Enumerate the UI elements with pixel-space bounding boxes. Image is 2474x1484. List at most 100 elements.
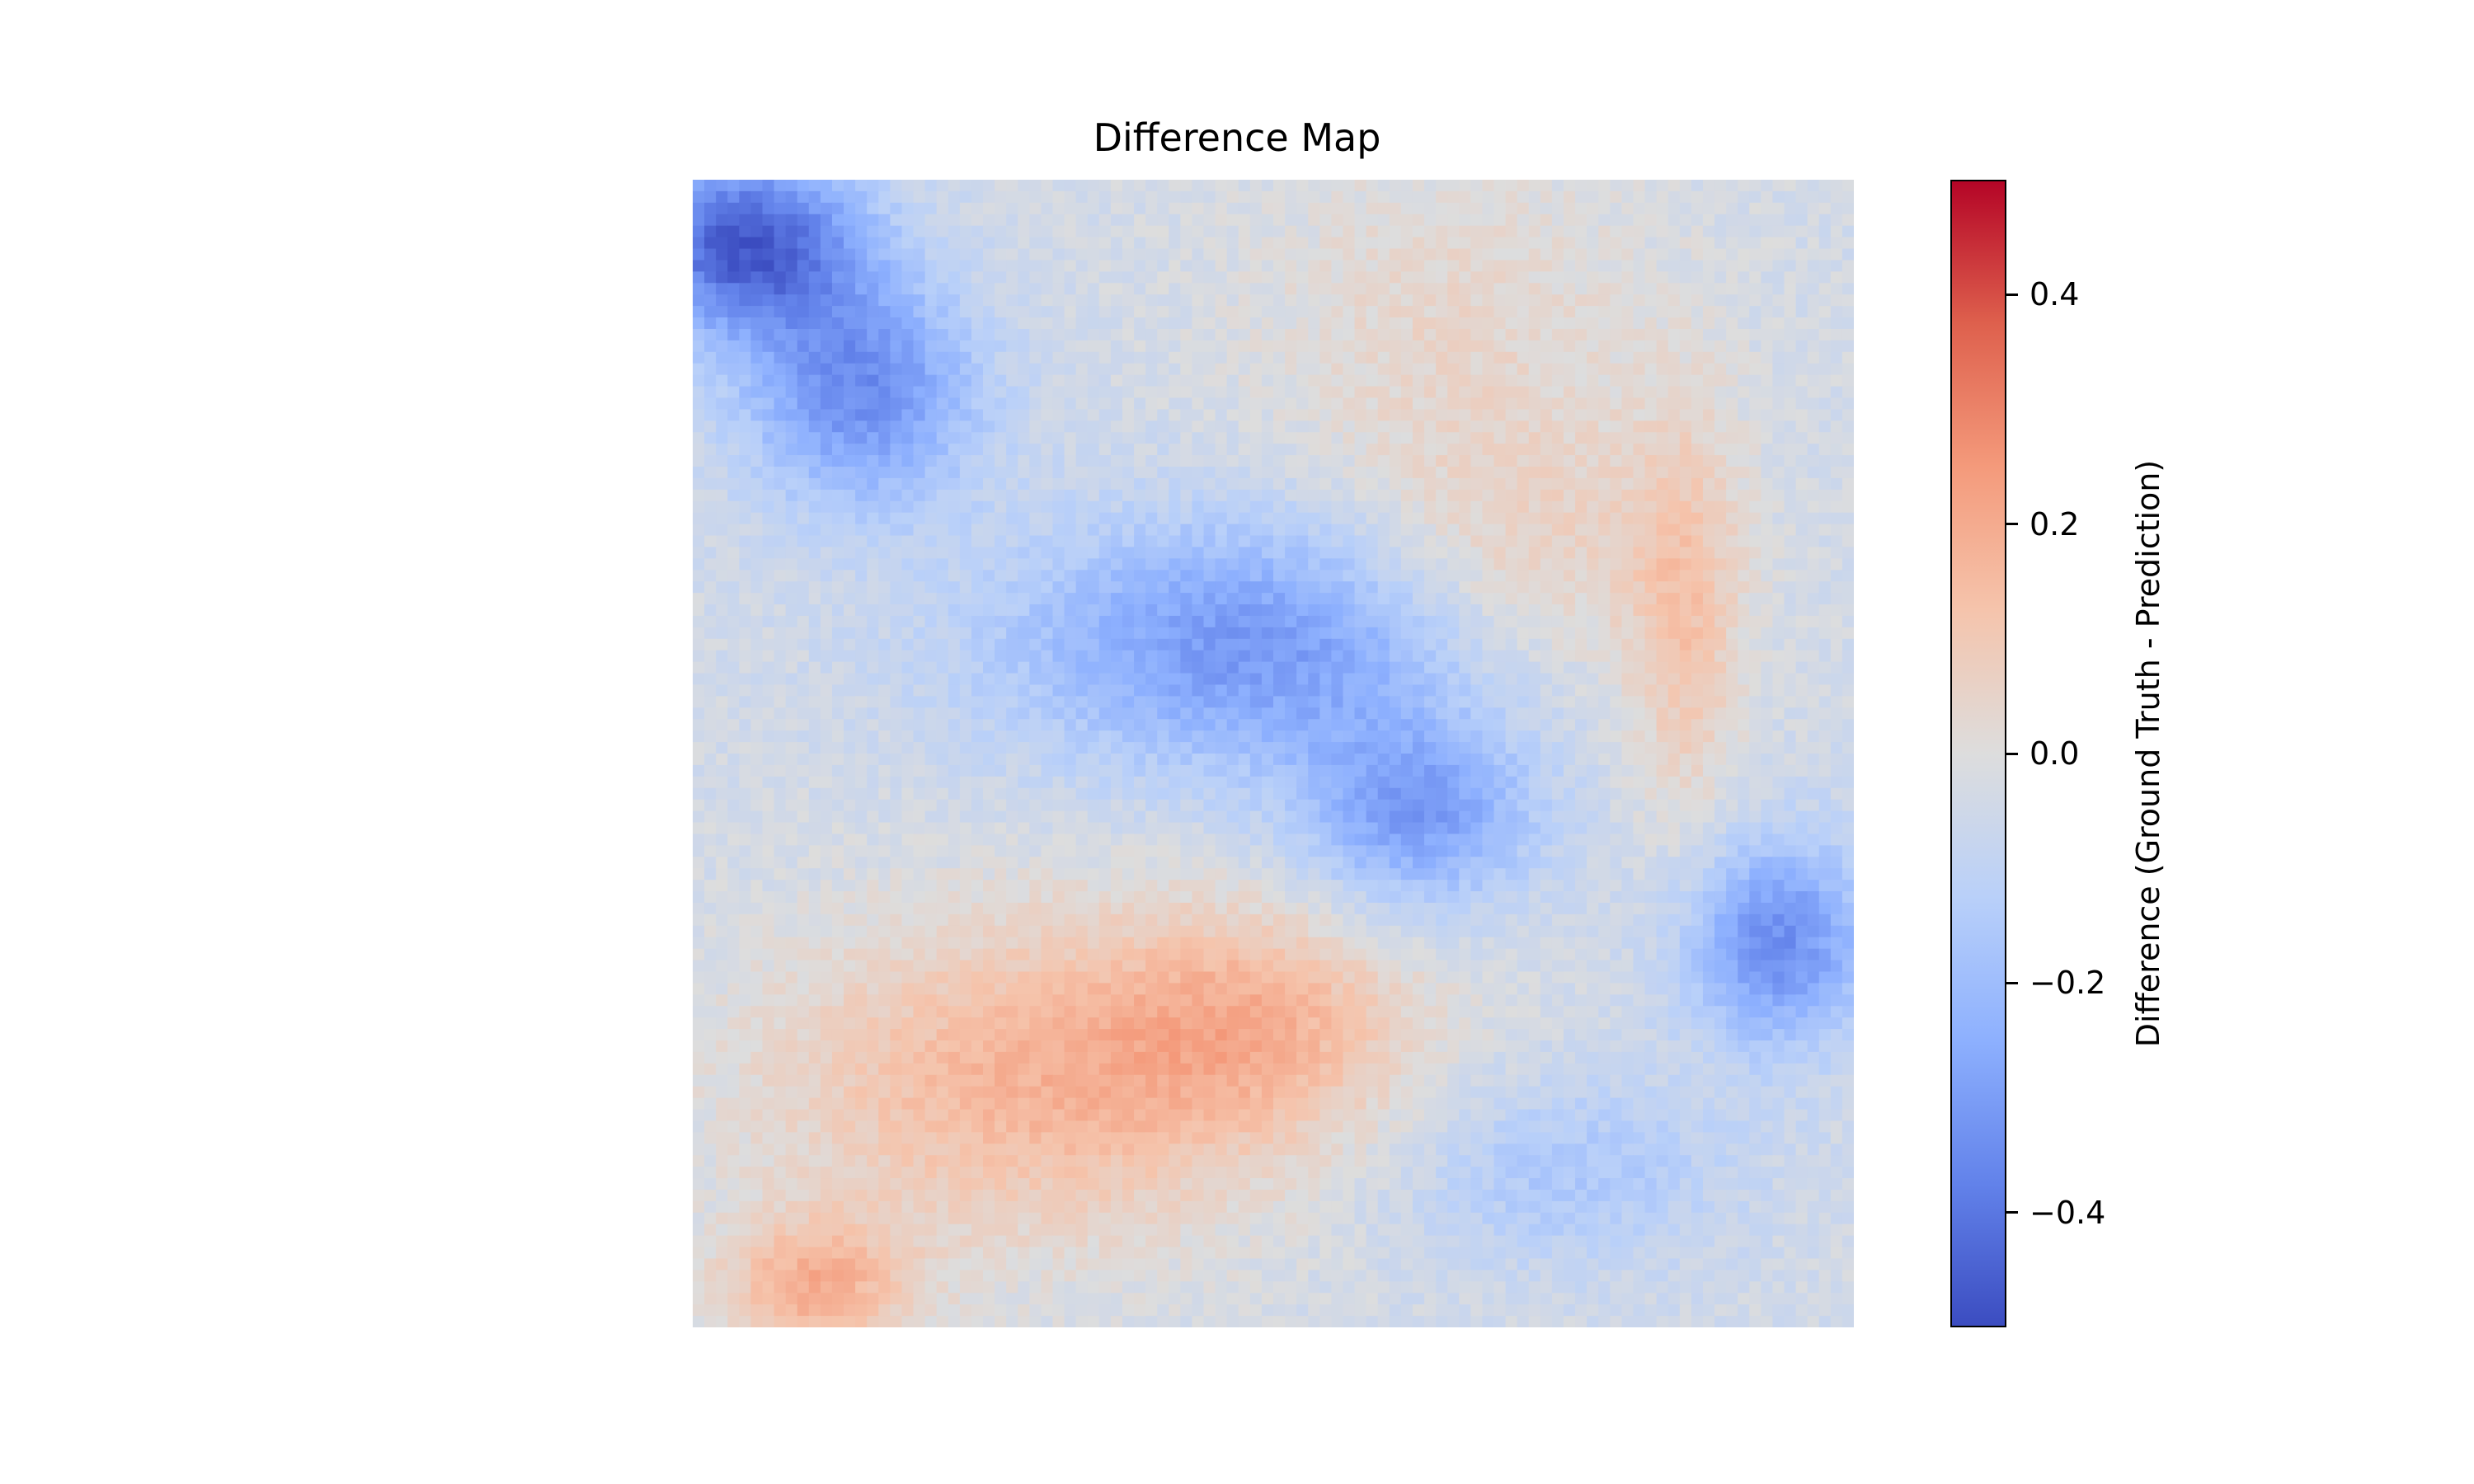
heatmap-cell (1006, 455, 1018, 467)
heatmap-cell (1377, 467, 1390, 479)
heatmap-cell (1157, 570, 1169, 582)
heatmap-cell (1296, 489, 1309, 502)
heatmap-cell (1587, 386, 1599, 399)
heatmap-cell (1679, 214, 1692, 227)
heatmap-cell (1482, 363, 1495, 376)
heatmap-cell (959, 248, 972, 261)
heatmap-cell (890, 283, 903, 295)
heatmap-cell (1203, 558, 1216, 571)
heatmap-cell (1761, 719, 1774, 731)
heatmap-cell (1412, 374, 1425, 387)
heatmap-cell (808, 202, 821, 215)
heatmap-cell (1772, 260, 1785, 272)
heatmap-cell (1075, 524, 1089, 537)
heatmap-cell (1644, 444, 1658, 456)
heatmap-cell (1691, 351, 1704, 364)
heatmap-cell (901, 650, 915, 663)
heatmap-cell (1564, 650, 1576, 663)
heatmap-cell (1726, 374, 1738, 387)
heatmap-cell (1098, 260, 1112, 272)
heatmap-cell (1656, 558, 1669, 571)
heatmap-cell (1587, 317, 1599, 330)
heatmap-cell (1447, 214, 1460, 227)
heatmap-cell (1377, 374, 1390, 387)
heatmap-cell (1180, 340, 1193, 353)
heatmap-cell (890, 650, 903, 663)
heatmap-cell (1493, 294, 1507, 307)
heatmap-cell (1296, 673, 1309, 686)
heatmap-cell (1517, 500, 1530, 514)
heatmap-cell (1238, 317, 1251, 330)
heatmap-cell (1098, 696, 1112, 708)
heatmap-cell (1575, 271, 1587, 284)
heatmap-cell (808, 593, 821, 605)
heatmap-cell (1738, 214, 1750, 227)
heatmap-cell (983, 696, 995, 708)
heatmap-cell (1180, 593, 1193, 605)
heatmap-cell (1308, 374, 1320, 387)
heatmap-cell (1795, 477, 1808, 491)
heatmap-cell (1598, 283, 1611, 295)
heatmap-cell (820, 190, 833, 204)
heatmap-cell (1818, 444, 1832, 456)
heatmap-cell (716, 593, 728, 605)
heatmap-cell (1029, 190, 1042, 204)
heatmap-cell (1087, 306, 1100, 318)
heatmap-cell (1389, 260, 1402, 272)
heatmap-cell (1540, 604, 1553, 617)
heatmap-cell (924, 317, 938, 330)
heatmap-cell (820, 500, 833, 514)
heatmap-cell (1180, 237, 1193, 250)
heatmap-cell (1714, 260, 1727, 272)
heatmap-cell (1354, 351, 1367, 364)
heatmap-cell (1041, 684, 1054, 697)
heatmap-cell (750, 351, 764, 364)
heatmap-cell (1412, 306, 1425, 318)
heatmap-cell (1749, 535, 1761, 548)
heatmap-cell (936, 558, 949, 571)
heatmap-cell (1679, 512, 1692, 525)
heatmap-cell (1772, 237, 1785, 250)
heatmap-cell (1598, 707, 1611, 720)
heatmap-cell (1285, 420, 1297, 433)
heatmap-cell (774, 638, 787, 651)
heatmap-cell (1238, 707, 1251, 720)
heatmap-cell (1343, 512, 1356, 525)
heatmap-cell (867, 397, 879, 410)
heatmap-cell (1564, 180, 1576, 192)
heatmap-cell (1169, 477, 1181, 491)
heatmap-cell (1238, 340, 1251, 353)
heatmap-cell (1761, 306, 1774, 318)
heatmap-cell (820, 558, 833, 571)
heatmap-cell (716, 237, 728, 250)
heatmap-cell (1714, 444, 1727, 456)
heatmap-cell (924, 374, 938, 387)
heatmap-cell (1784, 650, 1797, 663)
heatmap-cell (1018, 340, 1030, 353)
heatmap-cell (1436, 604, 1448, 617)
heatmap-cell (762, 237, 775, 250)
heatmap-cell (1192, 294, 1205, 307)
heatmap-cell (1633, 420, 1646, 433)
heatmap-cell (1296, 374, 1309, 387)
heatmap-cell (1018, 248, 1030, 261)
heatmap-cell (1749, 294, 1761, 307)
heatmap-cell (762, 615, 775, 628)
heatmap-cell (774, 202, 787, 215)
heatmap-cell (1714, 283, 1727, 295)
heatmap-cell (831, 650, 844, 663)
heatmap-cell (1366, 638, 1379, 651)
heatmap-cell (948, 294, 961, 307)
heatmap-cell (1087, 489, 1100, 502)
heatmap-cell (1285, 444, 1297, 456)
heatmap-cell (1064, 489, 1077, 502)
heatmap-cell (936, 512, 949, 525)
heatmap-cell (844, 214, 856, 227)
heatmap-cell (1285, 707, 1297, 720)
heatmap-cell (797, 661, 810, 674)
heatmap-cell (1157, 444, 1169, 456)
heatmap-cell (867, 707, 879, 720)
heatmap-cell (1528, 593, 1541, 605)
heatmap-cell (1598, 214, 1611, 227)
heatmap-cell (727, 684, 740, 697)
